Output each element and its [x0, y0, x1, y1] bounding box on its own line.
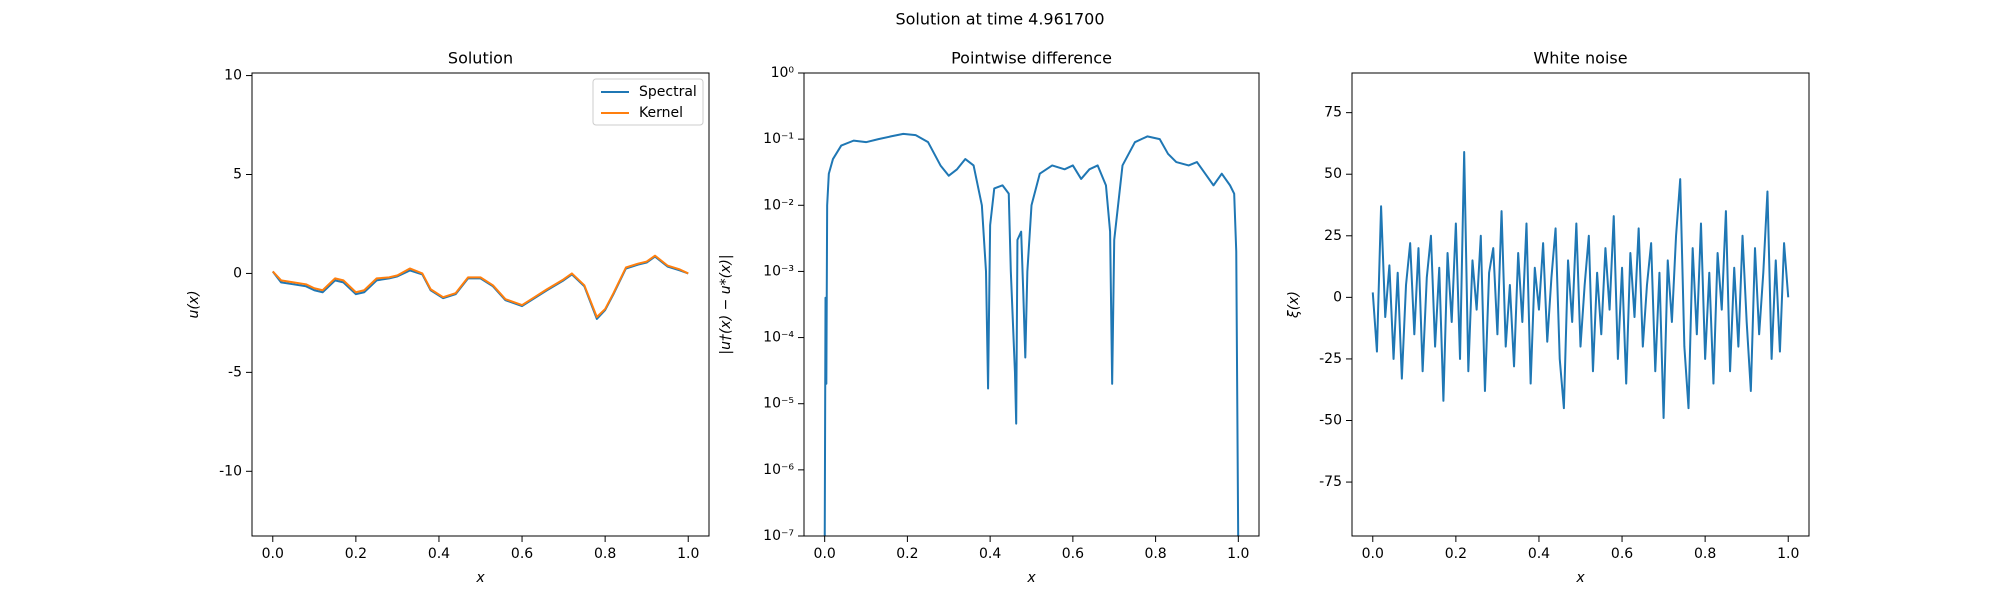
x-tick-label: 0.4 [428, 546, 450, 562]
axes-frame [251, 72, 710, 537]
y-tick-label: -10 [219, 463, 242, 479]
x-tick-label: 0.8 [594, 546, 616, 562]
data-line [272, 254, 689, 318]
x-tick-label: 0.0 [262, 546, 284, 562]
y-tick-label: 10⁻⁷ [763, 528, 794, 544]
axes-title: Pointwise difference [951, 49, 1112, 68]
y-axis-label: u(x) [186, 290, 202, 318]
y-tick-label: 10⁻⁴ [763, 330, 794, 346]
axes-title: White noise [1533, 49, 1627, 68]
y-tick-label: 10⁻⁵ [763, 396, 794, 412]
y-tick-label: 10⁻³ [763, 263, 794, 279]
x-tick-label: 0.6 [511, 546, 533, 562]
y-tick-label: 10 [224, 68, 242, 84]
axes-frame [1351, 72, 1810, 537]
y-tick-label: 25 [1324, 228, 1342, 244]
x-axis-label: x [1026, 570, 1036, 586]
x-tick-label: 0.0 [1362, 546, 1384, 562]
y-axis-label: ξ(x) [1286, 291, 1302, 319]
x-tick-label: 0.6 [1062, 546, 1084, 562]
y-tick-label: -75 [1319, 474, 1342, 490]
figure-title: Solution at time 4.961700 [895, 10, 1104, 29]
y-tick-label: -5 [228, 364, 242, 380]
x-tick-label: 0.4 [979, 546, 1001, 562]
x-tick-label: 0.2 [345, 546, 367, 562]
y-tick-label: 75 [1324, 105, 1342, 121]
y-tick-label: 50 [1324, 166, 1342, 182]
y-tick-label: 5 [233, 167, 242, 183]
x-tick-label: 1.0 [677, 546, 699, 562]
x-tick-label: 0.2 [1445, 546, 1467, 562]
axes-title: Solution [448, 49, 513, 68]
y-tick-label: 10⁻² [763, 197, 794, 213]
x-tick-label: 0.4 [1528, 546, 1550, 562]
y-axis-label: |u†(x) − u*(x)| [718, 254, 734, 354]
y-tick-label: 10⁰ [771, 65, 795, 81]
x-axis-label: x [475, 570, 485, 586]
y-tick-label: 10⁻¹ [763, 131, 794, 147]
y-tick-label: 0 [233, 265, 242, 281]
x-tick-label: 0.8 [1694, 546, 1716, 562]
y-tick-label: -25 [1319, 351, 1342, 367]
x-axis-label: x [1575, 570, 1585, 586]
x-tick-label: 0.0 [814, 546, 836, 562]
legend-label: Kernel [639, 105, 683, 121]
x-tick-label: 0.2 [896, 546, 918, 562]
axes-frame [803, 72, 1260, 537]
y-tick-label: 10⁻⁶ [763, 462, 794, 478]
x-tick-label: 1.0 [1227, 546, 1249, 562]
x-tick-label: 1.0 [1777, 546, 1799, 562]
legend-label: Spectral [639, 84, 697, 100]
data-line [823, 132, 1240, 536]
data-line [1371, 151, 1790, 420]
y-tick-label: 0 [1333, 289, 1342, 305]
x-tick-label: 0.8 [1144, 546, 1166, 562]
y-tick-label: -50 [1319, 412, 1342, 428]
x-tick-label: 0.6 [1611, 546, 1633, 562]
